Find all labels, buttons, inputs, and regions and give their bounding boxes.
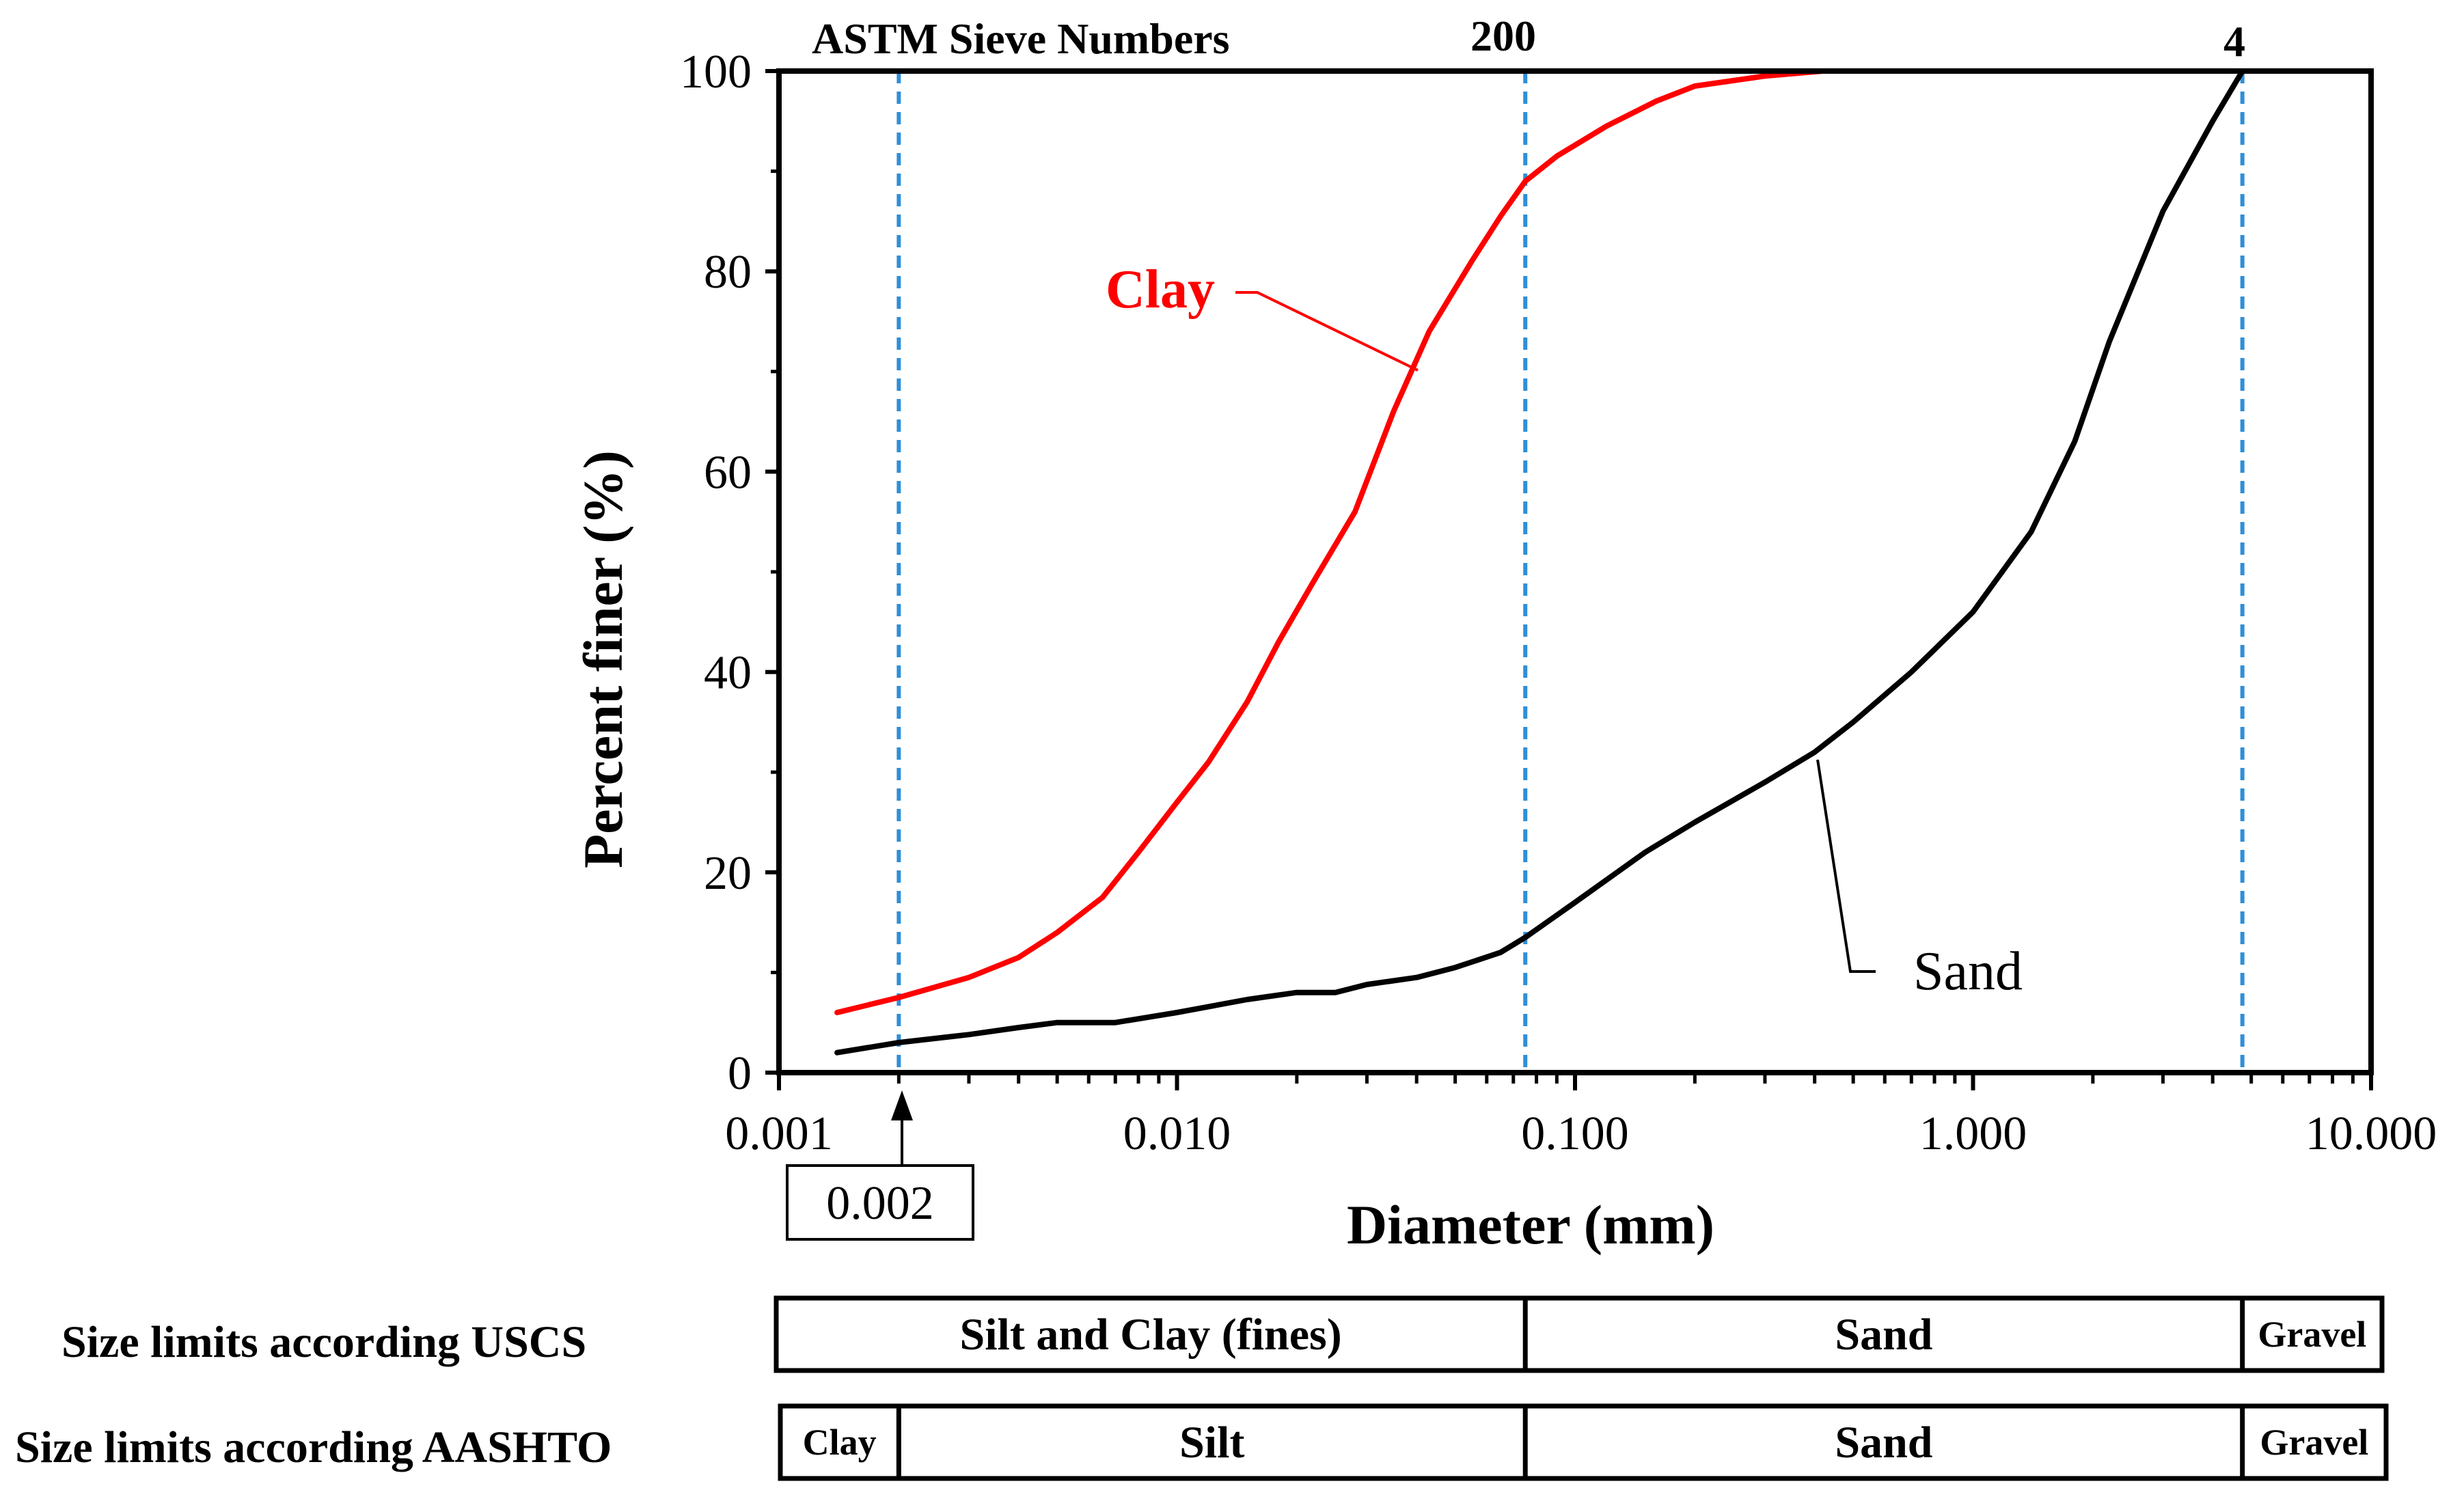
y-tick-label-0: 0 — [728, 1047, 752, 1100]
y-tick-label-100: 100 — [680, 46, 752, 98]
y-axis-title: Percent finer (%) — [572, 450, 634, 868]
sand-leader-line — [1816, 759, 1876, 973]
aashto-row-zone-gravel: Gravel — [2260, 1422, 2368, 1463]
marker-arrow-head — [891, 1090, 913, 1120]
series-layer — [834, 68, 2245, 1056]
series-line-sand — [834, 68, 2245, 1056]
y-tick-label-20: 20 — [704, 847, 752, 900]
x-tick-label-1: 0.010 — [1123, 1107, 1231, 1160]
x-tick-label-2: 0.100 — [1521, 1107, 1629, 1160]
x-tick-label-3: 1.000 — [1919, 1107, 2027, 1160]
sieve-numbers-title: ASTM Sieve Numbers — [812, 14, 1230, 63]
sand-annotation: Sand — [1913, 941, 2023, 1002]
uscs-zone-bar: Silt and Clay (fines) Sand Gravel — [774, 1295, 2385, 1373]
x-axis-title: Diameter (mm) — [1347, 1194, 1714, 1256]
y-tick-label-60: 60 — [704, 446, 752, 499]
reference-lines — [896, 71, 2245, 1073]
uscs-row-frame — [774, 1295, 2385, 1373]
uscs-row-zone-gravel: Gravel — [2258, 1314, 2366, 1355]
axes-layer: 0 20 40 60 80 100 0.001 0.010 0.100 1.000 10.000 — [680, 46, 2437, 1160]
uscs-row-label: Size limits according USCS — [61, 1317, 586, 1367]
marker-box — [786, 1164, 974, 1241]
sieve-label-4: 4 — [2223, 17, 2245, 66]
aashto-row-frame — [778, 1403, 2389, 1481]
uscs-row-zone-sand: Sand — [1835, 1310, 1932, 1360]
uscs-row-zone-silt-and-clay-fines-: Silt and Clay (fines) — [959, 1310, 1341, 1360]
series-line-clay — [834, 68, 1826, 1015]
y-tick-label-40: 40 — [704, 647, 752, 700]
x-tick-label-4: 10.000 — [2305, 1107, 2437, 1160]
y-tick-label-80: 80 — [704, 246, 752, 299]
clay-leader-line — [1235, 291, 1419, 372]
x-tick-label-0: 0.001 — [725, 1107, 833, 1160]
marker-value: 0.002 — [826, 1177, 934, 1230]
aashto-row-label: Size limits according AASHTO — [15, 1422, 612, 1472]
aashto-row-zone-clay: Clay — [803, 1422, 877, 1463]
clay-annotation: Clay — [1106, 260, 1215, 320]
aashto-zone-bar: Clay Silt Sand Gravel — [778, 1403, 2389, 1481]
sieve-label-200: 200 — [1470, 12, 1536, 60]
aashto-row-zone-sand: Sand — [1835, 1418, 1932, 1468]
aashto-row-zone-silt: Silt — [1179, 1418, 1244, 1468]
